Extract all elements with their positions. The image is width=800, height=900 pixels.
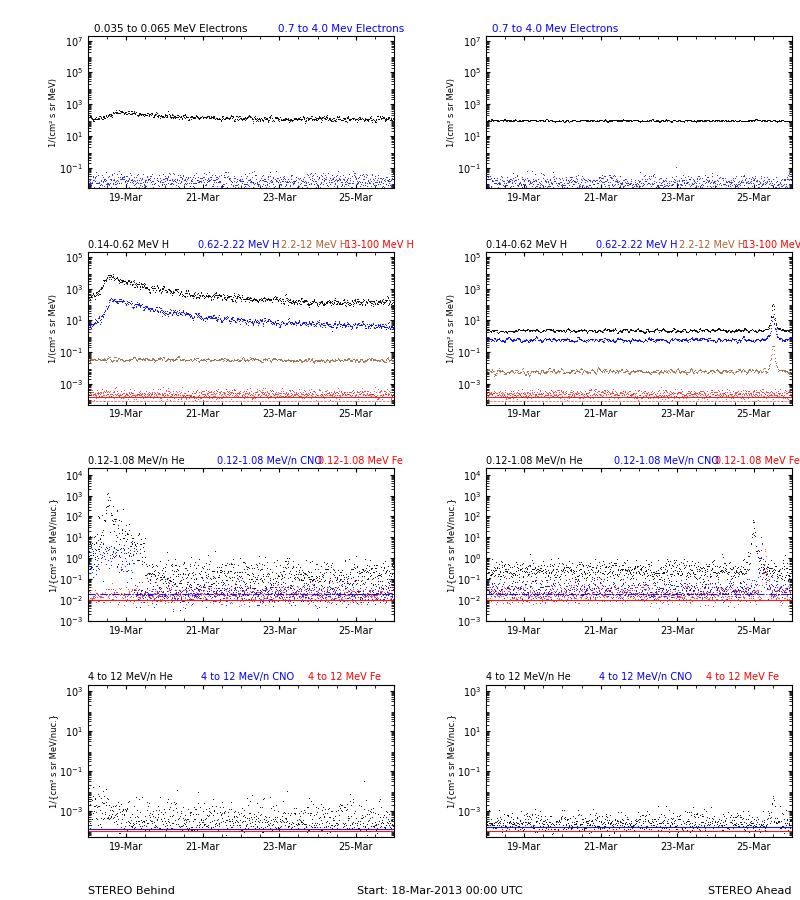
Y-axis label: 1/{cm² s sr MeV/nuc.}: 1/{cm² s sr MeV/nuc.}: [446, 498, 456, 591]
Text: 4 to 12 MeV Fe: 4 to 12 MeV Fe: [308, 672, 382, 682]
Text: 0.14-0.62 MeV H: 0.14-0.62 MeV H: [486, 240, 567, 250]
Text: Start: 18-Mar-2013 00:00 UTC: Start: 18-Mar-2013 00:00 UTC: [357, 886, 523, 896]
Text: 0.12-1.08 MeV Fe: 0.12-1.08 MeV Fe: [715, 456, 800, 466]
Y-axis label: 1/(cm² s sr MeV): 1/(cm² s sr MeV): [446, 294, 456, 363]
Text: 0.12-1.08 MeV/n He: 0.12-1.08 MeV/n He: [486, 456, 582, 466]
Text: 2.2-12 MeV H: 2.2-12 MeV H: [678, 240, 745, 250]
Text: 0.12-1.08 MeV/n CNO: 0.12-1.08 MeV/n CNO: [614, 456, 719, 466]
Text: 0.7 to 4.0 Mev Electrons: 0.7 to 4.0 Mev Electrons: [492, 23, 618, 33]
Text: 13-100 MeV H: 13-100 MeV H: [345, 240, 414, 250]
Y-axis label: 1/(cm² s sr MeV): 1/(cm² s sr MeV): [49, 77, 58, 147]
Text: STEREO Behind: STEREO Behind: [88, 886, 175, 896]
Text: 2.2-12 MeV H: 2.2-12 MeV H: [281, 240, 347, 250]
Text: 0.7 to 4.0 Mev Electrons: 0.7 to 4.0 Mev Electrons: [278, 23, 404, 33]
Y-axis label: 1/(cm² s sr MeV): 1/(cm² s sr MeV): [447, 77, 456, 147]
Text: 0.62-2.22 MeV H: 0.62-2.22 MeV H: [596, 240, 678, 250]
Text: 4 to 12 MeV Fe: 4 to 12 MeV Fe: [706, 672, 779, 682]
Text: 4 to 12 MeV/n CNO: 4 to 12 MeV/n CNO: [599, 672, 692, 682]
Text: 0.62-2.22 MeV H: 0.62-2.22 MeV H: [198, 240, 280, 250]
Text: STEREO Ahead: STEREO Ahead: [709, 886, 792, 896]
Text: 0.035 to 0.065 MeV Electrons: 0.035 to 0.065 MeV Electrons: [94, 23, 248, 33]
Y-axis label: 1/{cm² s sr MeV/nuc.}: 1/{cm² s sr MeV/nuc.}: [446, 714, 456, 808]
Text: 0.12-1.08 MeV Fe: 0.12-1.08 MeV Fe: [318, 456, 402, 466]
Text: 0.14-0.62 MeV H: 0.14-0.62 MeV H: [88, 240, 169, 250]
Y-axis label: 1/(cm² s sr MeV): 1/(cm² s sr MeV): [49, 294, 58, 363]
Text: 4 to 12 MeV/n CNO: 4 to 12 MeV/n CNO: [202, 672, 294, 682]
Text: 4 to 12 MeV/n He: 4 to 12 MeV/n He: [486, 672, 570, 682]
Text: 0.12-1.08 MeV/n He: 0.12-1.08 MeV/n He: [88, 456, 185, 466]
Text: 0.12-1.08 MeV/n CNO: 0.12-1.08 MeV/n CNO: [217, 456, 322, 466]
Y-axis label: 1/{cm² s sr MeV/nuc.}: 1/{cm² s sr MeV/nuc.}: [49, 498, 58, 591]
Text: 13-100 MeV H: 13-100 MeV H: [743, 240, 800, 250]
Text: 4 to 12 MeV/n He: 4 to 12 MeV/n He: [88, 672, 173, 682]
Y-axis label: 1/{cm² s sr MeV/nuc.}: 1/{cm² s sr MeV/nuc.}: [49, 714, 58, 808]
